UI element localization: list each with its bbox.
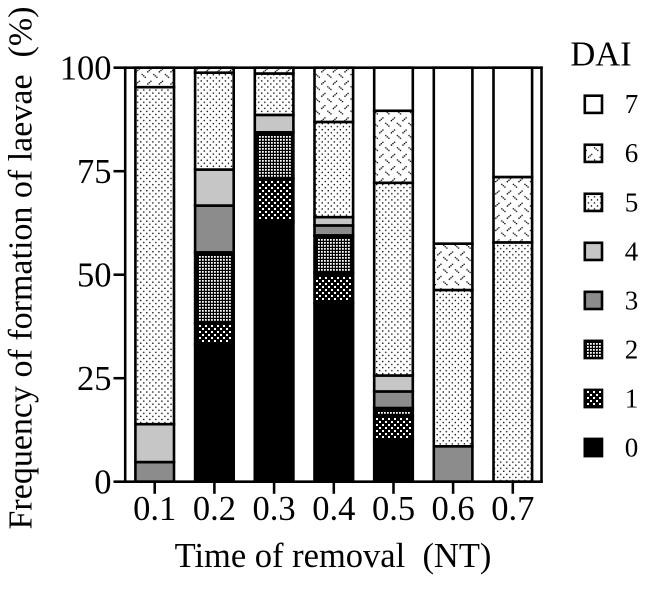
svg-text:0: 0	[94, 463, 111, 501]
svg-text:6: 6	[625, 138, 639, 168]
svg-text:0.1: 0.1	[133, 490, 176, 528]
svg-text:0.2: 0.2	[193, 490, 236, 528]
svg-text:3: 3	[625, 285, 639, 315]
svg-text:Frequency of formation of laev: Frequency of formation of laevae (%)	[3, 7, 40, 530]
svg-text:25: 25	[77, 360, 112, 398]
svg-text:Time of removal (NT): Time of removal (NT)	[175, 537, 492, 575]
svg-text:0.4: 0.4	[312, 490, 355, 528]
svg-text:0: 0	[625, 432, 639, 462]
svg-text:0.6: 0.6	[432, 490, 475, 528]
svg-text:0.5: 0.5	[372, 490, 415, 528]
svg-text:0.7: 0.7	[491, 490, 534, 528]
svg-text:7: 7	[625, 89, 639, 119]
svg-text:75: 75	[77, 153, 112, 191]
svg-text:1: 1	[625, 383, 639, 413]
svg-text:4: 4	[625, 236, 639, 266]
svg-text:50: 50	[77, 256, 112, 294]
svg-text:DAI: DAI	[570, 36, 631, 74]
svg-text:100: 100	[60, 49, 112, 87]
svg-text:5: 5	[625, 187, 639, 217]
svg-text:0.3: 0.3	[253, 490, 296, 528]
svg-text:2: 2	[625, 334, 639, 364]
